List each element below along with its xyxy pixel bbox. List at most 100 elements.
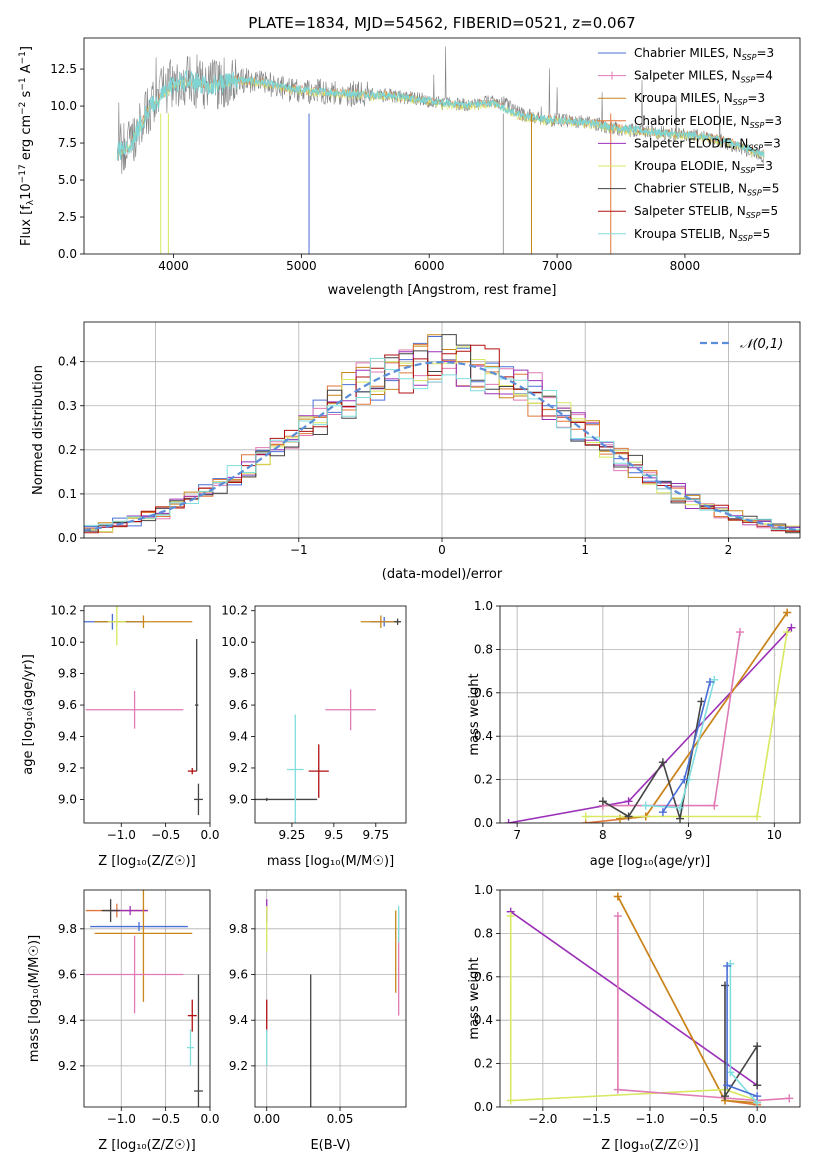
x-tick-label: 9.5 — [324, 828, 343, 842]
y-tick-label: 1.0 — [474, 599, 493, 613]
x-axis-label: Z [log₁₀(Z/Z☉)] — [98, 1138, 195, 1153]
legend: Chabrier MILES, NSSP=3 Salpeter MILES, NS… — [598, 46, 782, 243]
y-tick-label: 0.4 — [474, 1013, 493, 1027]
panel-weight-vs-age: 7 8 9 10 0.0 0.2 0.4 0.6 0.8 1.0 age [log₁₀(age/yr… — [467, 599, 801, 869]
x-axis-label: Z [log₁₀(Z/Z☉)] — [601, 1138, 698, 1153]
weight-line — [510, 911, 758, 1086]
weight-line — [617, 916, 790, 1102]
weight-line — [509, 916, 758, 1102]
x-tick-label: −1 — [290, 543, 308, 557]
y-tick-label: 0.2 — [474, 773, 493, 787]
y-tick-label: 12.5 — [50, 62, 77, 76]
legend-label: Chabrier STELIB, NSSP=5 — [634, 182, 779, 198]
x-tick-label: 1 — [581, 543, 589, 557]
x-tick-label: 0.05 — [327, 1112, 354, 1126]
x-tick-label: 0.00 — [253, 1112, 280, 1126]
histogram-step — [84, 334, 800, 534]
panel-weight-vs-Z: −2.0 −1.5 −1.0 −0.5 0.0 0.0 0.2 0.4 0.6 0.8 1.0 Z [… — [467, 883, 801, 1153]
panel-age-vs-Z: −1.0 −0.5 0.0 9.0 9.2 9.4 9.6 9.8 10.0 10.2 Z [log… — [21, 604, 220, 869]
x-tick-label: −2 — [147, 543, 165, 557]
x-tick-label: 7 — [513, 828, 521, 842]
histogram-step — [84, 344, 800, 534]
x-tick-label: 7000 — [542, 259, 573, 273]
y-tick-label: 0.4 — [474, 729, 493, 743]
y-tick-label: 0.8 — [474, 642, 493, 656]
y-tick-label: 0.0 — [58, 247, 77, 261]
plot-area-residuals — [84, 322, 800, 538]
panel-mass-vs-ebv: 0.00 0.05 9.2 9.4 9.6 9.8 E(B-V) — [229, 889, 407, 1153]
x-tick-label: 2 — [725, 543, 733, 557]
legend-label: Salpeter MILES, NSSP=4 — [634, 69, 773, 85]
y-tick-label: 0.8 — [474, 926, 493, 940]
panel-age-vs-mass: 9.25 9.5 9.75 9.0 9.2 9.4 9.6 9.8 10.0 10.2 mass [… — [221, 604, 407, 869]
plot-area-age-vs-mass — [255, 615, 401, 823]
x-axis-label: Z [log₁₀(Z/Z☉)] — [98, 854, 195, 869]
weight-line — [645, 679, 716, 809]
y-tick-label: 0.4 — [58, 355, 77, 369]
y-tick-label: 0.6 — [474, 970, 493, 984]
y-tick-label: 9.4 — [58, 1013, 77, 1027]
x-tick-label: −1.0 — [107, 828, 136, 842]
x-axis-label: mass [log₁₀(M/M☉)] — [267, 854, 394, 869]
panel-spectrum: 4000 5000 6000 7000 8000 0.0 2.5 5.0 7.5 10.0 12.5… — [18, 37, 801, 298]
x-tick-label: 8 — [599, 828, 607, 842]
weight-line — [617, 896, 758, 1106]
y-tick-label: 9.0 — [229, 792, 248, 806]
axes-frame — [499, 889, 801, 1108]
y-tick-label: 0.0 — [474, 1100, 493, 1114]
legend-label: Kroupa ELODIE, NSSP=3 — [634, 159, 773, 175]
x-tick-label: 5000 — [286, 259, 317, 273]
weight-line — [602, 701, 703, 819]
y-tick-label: 0.1 — [58, 487, 77, 501]
legend-label: Chabrier ELODIE, NSSP=3 — [634, 114, 782, 130]
spectrum-model-line — [116, 69, 765, 161]
x-tick-label: −0.5 — [151, 1112, 180, 1126]
y-axis-label: mass weight — [467, 957, 482, 1039]
plot-area-mass-vs-Z — [84, 890, 210, 1107]
plot-area-mass-vs-ebv — [255, 890, 406, 1107]
x-axis-label: E(B-V) — [310, 1138, 350, 1153]
y-tick-label: 5.0 — [58, 173, 77, 187]
y-tick-label: 9.2 — [58, 761, 77, 775]
y-axis-label: Normed distribution — [31, 365, 46, 495]
y-tick-label: 0.3 — [58, 399, 77, 413]
legend-label: Kroupa STELIB, NSSP=5 — [634, 227, 770, 243]
y-tick-label: 9.6 — [229, 698, 248, 712]
y-tick-label: 9.8 — [58, 922, 77, 936]
y-axis-label: age [log₁₀(age/yr)] — [21, 654, 36, 775]
x-tick-label: 0.0 — [748, 1112, 767, 1126]
legend-label: Chabrier MILES, NSSP=3 — [634, 46, 774, 62]
legend-label: Salpeter STELIB, NSSP=5 — [634, 204, 778, 220]
axes-frame — [254, 605, 407, 824]
y-tick-label: 10.2 — [221, 604, 248, 618]
y-tick-label: 10.2 — [50, 604, 77, 618]
x-tick-label: −1.5 — [582, 1112, 611, 1126]
y-tick-label: 9.8 — [229, 922, 248, 936]
y-tick-label: 0.6 — [474, 686, 493, 700]
x-tick-label: 10 — [767, 828, 782, 842]
x-tick-label: 9.25 — [279, 828, 306, 842]
x-tick-label: 4000 — [158, 259, 189, 273]
y-tick-label: 9.6 — [229, 968, 248, 982]
y-tick-label: 9.2 — [58, 1059, 77, 1073]
normal-curve — [84, 360, 800, 532]
weight-line — [585, 612, 788, 823]
y-tick-label: 10.0 — [50, 635, 77, 649]
y-tick-label: 7.5 — [58, 136, 77, 150]
y-tick-label: 0.0 — [58, 531, 77, 545]
y-tick-label: 10.0 — [50, 99, 77, 113]
plot-area-weight-vs-age — [500, 606, 800, 823]
y-axis-label: mass weight — [467, 673, 482, 755]
y-tick-label: 9.4 — [58, 730, 77, 744]
panel-residuals: −2 −1 0 1 2 0.0 0.1 0.2 0.3 0.4 𝒩(0,1) (data-model)… — [31, 321, 801, 582]
y-tick-label: 10.0 — [221, 635, 248, 649]
y-tick-label: 1.0 — [474, 883, 493, 897]
axes-frame — [83, 605, 211, 824]
plot-area-age-vs-Z — [84, 606, 203, 816]
y-axis-label: Flux [fλ10−17 erg cm−2 s−1 A−1] — [18, 46, 36, 246]
y-tick-label: 0.0 — [474, 816, 493, 830]
y-tick-label: 9.8 — [229, 667, 248, 681]
plot-area-spectrum — [116, 46, 765, 254]
weight-line — [617, 896, 758, 1104]
y-tick-label: 9.8 — [58, 667, 77, 681]
